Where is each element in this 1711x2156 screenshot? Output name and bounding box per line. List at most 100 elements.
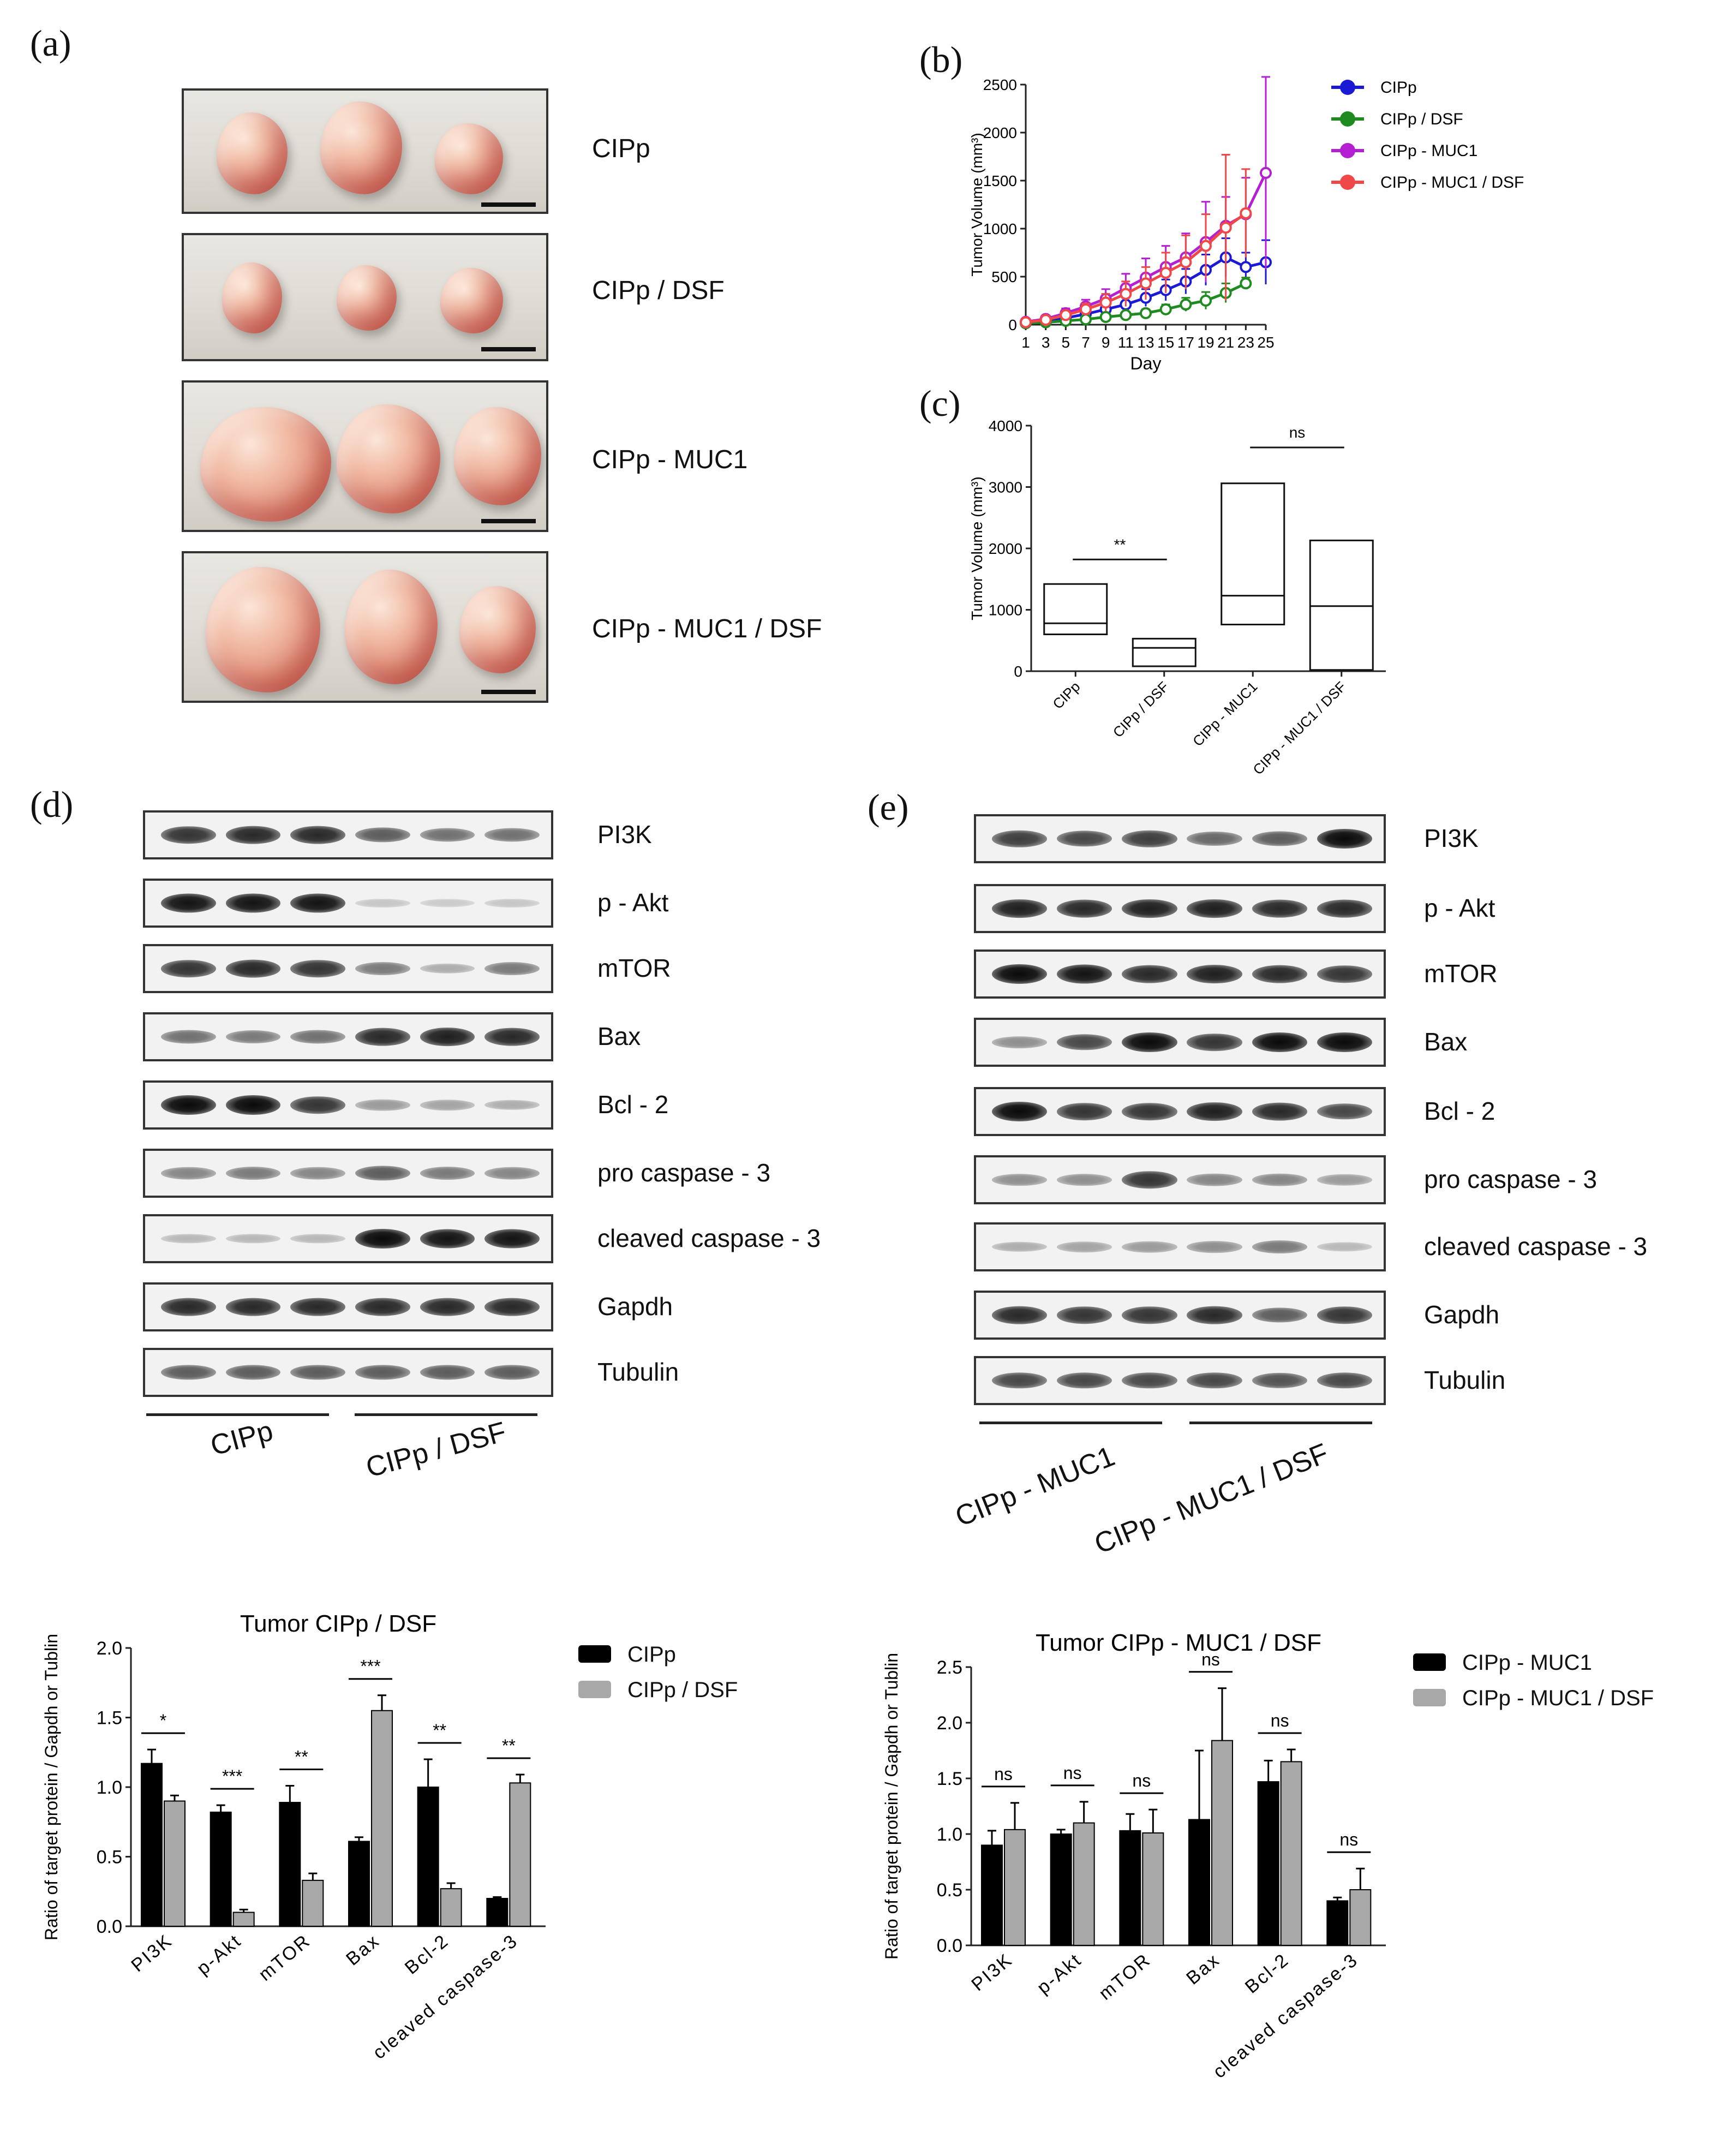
blot-band <box>160 1095 216 1115</box>
blot-label: p - Akt <box>1424 894 1495 922</box>
blot-band <box>290 1298 346 1316</box>
legend-label: CIPp <box>1380 79 1417 97</box>
blot-band <box>484 1028 540 1046</box>
blot-row <box>974 1222 1386 1271</box>
scale-bar <box>481 202 536 207</box>
x-tick-label: 25 <box>1257 334 1274 351</box>
bar <box>279 1802 301 1927</box>
y-tick-label: 2.5 <box>937 1657 962 1678</box>
blot-band <box>160 960 216 977</box>
blot-band <box>1122 899 1177 918</box>
blot-label: pro caspase - 3 <box>1424 1165 1598 1193</box>
data-point <box>1200 240 1212 252</box>
tumor <box>200 407 331 522</box>
blot-band <box>290 960 346 977</box>
tumor <box>345 570 438 684</box>
x-tick-label: CIPp <box>1049 678 1083 712</box>
blot-band <box>1317 899 1373 918</box>
blot-band <box>355 1365 410 1380</box>
blot-band <box>1187 965 1242 983</box>
tumor <box>440 268 503 333</box>
y-tick-label: 0.5 <box>97 1847 122 1868</box>
x-tick-label: mTOR <box>1095 1949 1155 2004</box>
legend-label: CIPp - MUC1 <box>1462 1651 1592 1675</box>
bar <box>417 1787 439 1927</box>
x-tick-label: mTOR <box>255 1930 315 1985</box>
group-label: CIPp - MUC1 / DSF <box>1090 1437 1333 1561</box>
legend-label: CIPp - MUC1 / DSF <box>1380 174 1524 192</box>
blot-band <box>1057 964 1112 984</box>
scale-bar <box>481 347 536 351</box>
blot-row <box>974 1356 1386 1405</box>
blot-band <box>225 893 281 913</box>
blot-band <box>355 827 410 843</box>
bar <box>1119 1830 1141 1946</box>
data-point <box>1240 207 1252 219</box>
bar-chart-d: 0.0 0.5 1.0 1.5 2.0 Tumor CIPp / DSF Ratio of … <box>41 1610 546 2063</box>
blot-row <box>143 1214 553 1263</box>
blot-band <box>1317 1032 1373 1052</box>
group-line <box>979 1422 1162 1424</box>
blot-label: Bax <box>1424 1028 1468 1056</box>
bar <box>509 1782 531 1927</box>
blot-band <box>484 1100 540 1110</box>
bar <box>164 1800 186 1927</box>
y-axis-label: Tumor Volume (mm³) <box>968 133 985 276</box>
blot-row <box>143 1012 553 1061</box>
blot-band <box>1057 1034 1112 1050</box>
blot-label: Tubulin <box>597 1358 679 1386</box>
data-point <box>1159 266 1172 279</box>
blot-band <box>1187 899 1242 918</box>
sig-label: ns <box>1063 1763 1082 1783</box>
blot-row <box>974 814 1386 863</box>
data-point <box>1060 309 1072 321</box>
blot-row <box>143 1348 553 1397</box>
data-point <box>1180 298 1192 311</box>
tumor <box>337 404 440 513</box>
tumor <box>320 101 402 194</box>
blot-band <box>225 1234 281 1244</box>
blot-band <box>1122 1032 1177 1052</box>
sig-label: *** <box>222 1766 242 1786</box>
x-tick-label: PI3K <box>967 1949 1016 1995</box>
y-tick-label: 1500 <box>983 172 1017 189</box>
data-point <box>1120 288 1132 300</box>
tumor <box>459 586 536 673</box>
x-tick-label: 13 <box>1137 334 1154 351</box>
sig-label: * <box>160 1711 166 1730</box>
x-tick-label: 15 <box>1157 334 1174 351</box>
blot-band <box>355 1298 410 1316</box>
box <box>1043 583 1108 635</box>
blot-label: cleaved caspase - 3 <box>1424 1232 1648 1261</box>
y-tick-label: 0.0 <box>97 1916 122 1937</box>
bar <box>1349 1889 1372 1946</box>
blot-band <box>160 893 216 913</box>
bar <box>440 1888 462 1927</box>
group-line <box>355 1413 537 1416</box>
blot-label: Gapdh <box>597 1292 673 1321</box>
y-tick-label: 1.5 <box>97 1708 122 1729</box>
blot-band <box>1122 1306 1177 1324</box>
data-point <box>1219 222 1232 234</box>
tumor-label: CIPp - MUC1 / DSF <box>592 614 822 643</box>
bar <box>1326 1900 1349 1946</box>
legend-swatch-grey <box>578 1681 611 1698</box>
blot-row <box>143 1282 553 1331</box>
bar <box>302 1879 324 1927</box>
tumor <box>454 407 541 505</box>
sig-label: ** <box>295 1747 308 1766</box>
bar <box>210 1811 232 1927</box>
legend-marker <box>1340 175 1355 190</box>
y-tick-label: 2.0 <box>937 1713 962 1734</box>
data-point <box>1240 261 1252 273</box>
blot-band <box>1187 1173 1242 1186</box>
blot-band <box>1317 1174 1373 1186</box>
x-tick-label: 17 <box>1177 334 1194 351</box>
blot-band <box>484 962 540 975</box>
blot-band <box>1187 1372 1242 1389</box>
blot-band <box>355 1028 410 1046</box>
box-chart-tumor-volume: 0 1000 2000 3000 4000 Tumor Volume (mm³) CIPp C… <box>968 417 1386 778</box>
y-tick-label: 2000 <box>989 540 1022 557</box>
blot-band <box>1317 1306 1373 1324</box>
blot-band <box>355 1166 410 1181</box>
